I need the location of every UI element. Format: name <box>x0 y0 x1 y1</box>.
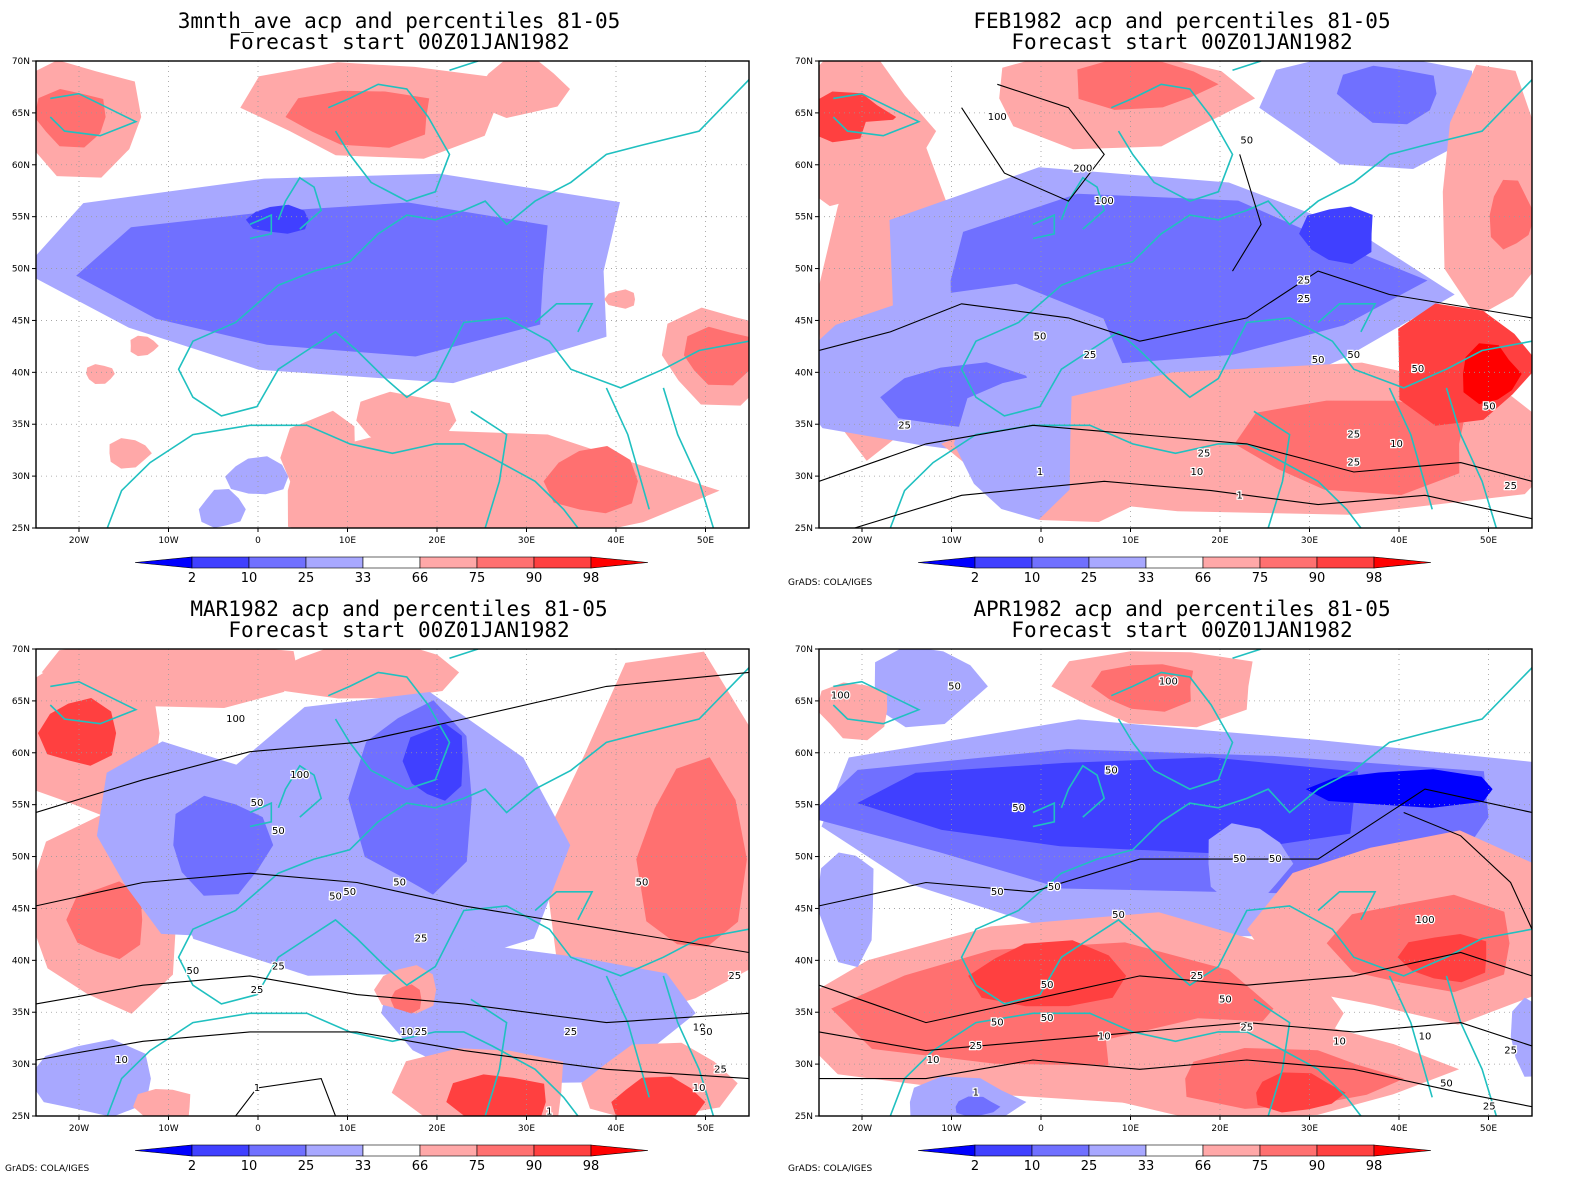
panel-title-line2: Forecast start 00Z01JAN1982 <box>228 618 570 642</box>
panel-title-line1: 3mnth_ave acp and percentiles 81-05 <box>177 9 621 33</box>
panel-3mnth-ave: 3mnth_ave acp and percentiles 81-05 Fore… <box>0 0 798 598</box>
panel-title-line1: MAR1982 acp and percentiles 81-05 <box>190 597 608 621</box>
panel-title-line1: FEB1982 acp and percentiles 81-05 <box>973 9 1391 33</box>
panel-mar1982: MAR1982 acp and percentiles 81-05 Foreca… <box>0 588 798 1186</box>
panel-feb1982: FEB1982 acp and percentiles 81-05 Foreca… <box>783 0 1581 598</box>
panel-title-line2: Forecast start 00Z01JAN1982 <box>1011 618 1353 642</box>
panel-apr1982: APR1982 acp and percentiles 81-05 Foreca… <box>783 588 1581 1186</box>
panel-title-line1: APR1982 acp and percentiles 81-05 <box>973 597 1391 621</box>
grads-credit: GrADS: COLA/IGES <box>788 1164 873 1174</box>
panel-title-line2: Forecast start 00Z01JAN1982 <box>228 30 570 54</box>
grads-credit: GrADS: COLA/IGES <box>5 1164 90 1174</box>
panel-title-line2: Forecast start 00Z01JAN1982 <box>1011 30 1353 54</box>
grads-credit: GrADS: COLA/IGES <box>788 578 873 588</box>
